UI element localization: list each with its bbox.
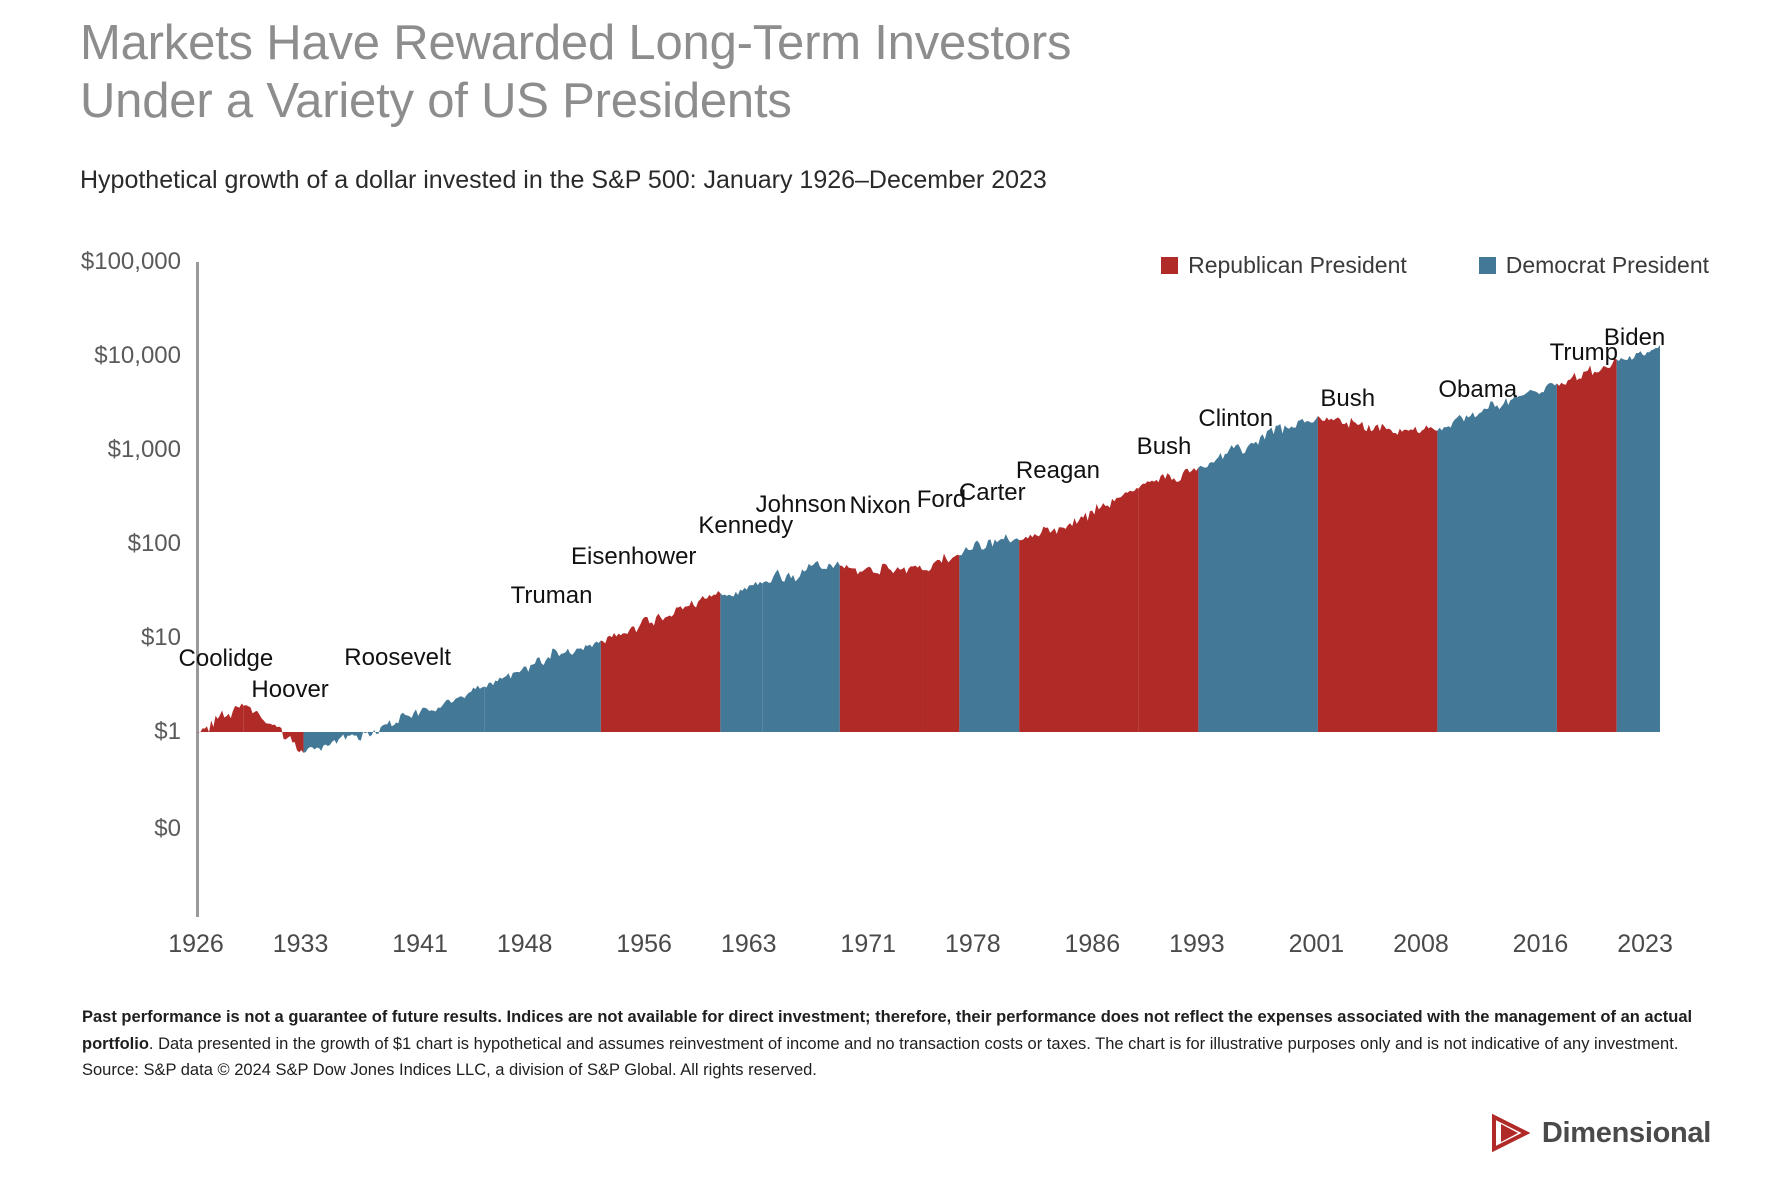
term-area-ford-8: [922, 553, 960, 732]
legend-item-republican: Republican President: [1161, 252, 1407, 279]
x-tick-label: 2001: [1288, 930, 1345, 958]
term-area-roosevelt-2: [303, 685, 485, 753]
term-area-truman-3: [484, 640, 601, 732]
page-title: Markets Have Rewarded Long-Term Investor…: [80, 16, 1072, 129]
x-tick-label: 1941: [392, 930, 448, 958]
disclosure-footnote: Past performance is not a guarantee of f…: [82, 1004, 1706, 1084]
x-tick-label: 2016: [1512, 930, 1569, 958]
y-axis-line: [196, 262, 199, 917]
president-label-biden-16: Biden: [1603, 324, 1666, 352]
president-label-truman-3: Truman: [510, 581, 593, 609]
president-label-bush-13: Bush: [1320, 384, 1376, 412]
y-tick-label: $100,000: [80, 248, 181, 275]
president-label-coolidge-0: Coolidge: [178, 645, 274, 673]
term-area-nixon-7: [839, 563, 923, 732]
x-tick-label: 1978: [945, 930, 1001, 958]
president-label-trump-15: Trump: [1549, 339, 1619, 367]
y-tick-label: $1,000: [107, 436, 181, 463]
legend-label-democrat: Democrat President: [1505, 252, 1709, 278]
president-label-roosevelt-2: Roosevelt: [344, 644, 452, 672]
republican-swatch: [1161, 257, 1179, 274]
term-area-bush-11: [1138, 467, 1199, 732]
page-subtitle: Hypothetical growth of a dollar invested…: [80, 166, 1047, 194]
legend-item-democrat: Democrat President: [1478, 252, 1709, 279]
x-tick-label: 1986: [1064, 930, 1121, 958]
president-label-reagan-10: Reagan: [1015, 457, 1100, 485]
x-tick-label: 1963: [720, 930, 777, 958]
president-label-hoover-1: Hoover: [251, 675, 329, 703]
legend-label-republican: Republican President: [1188, 252, 1407, 278]
term-area-coolidge-0: [196, 703, 244, 733]
chart-plot-area: [196, 262, 1660, 917]
term-area-eisenhower-4: [600, 590, 721, 732]
president-label-nixon-7: Nixon: [849, 492, 911, 520]
x-tick-label: 1956: [616, 930, 672, 958]
term-area-biden-16: [1616, 345, 1660, 732]
y-tick-label: $0: [154, 815, 181, 842]
president-label-eisenhower-4: Eisenhower: [571, 542, 697, 570]
term-area-reagan-10: [1019, 488, 1139, 732]
x-tick-label: 1971: [840, 930, 897, 958]
president-label-obama-14: Obama: [1438, 375, 1518, 403]
term-area-obama-14: [1437, 382, 1557, 732]
term-area-kennedy-5: [720, 581, 763, 732]
growth-of-dollar-area-chart: [196, 345, 1660, 753]
president-label-johnson-6: Johnson: [755, 490, 847, 518]
president-label-kennedy-5: Kennedy: [698, 512, 794, 540]
y-tick-label: $10,000: [94, 342, 181, 369]
term-area-trump-15: [1556, 358, 1617, 732]
president-label-ford-8: Ford: [916, 485, 967, 513]
term-area-hoover-1: [243, 705, 304, 753]
y-tick-label: $1: [154, 718, 181, 745]
x-tick-label: 1926: [168, 930, 224, 958]
dimensional-logo: Dimensional: [1490, 1113, 1711, 1153]
y-tick-label: $100: [127, 530, 181, 557]
x-tick-label: 1993: [1169, 930, 1225, 958]
democrat-swatch: [1478, 257, 1496, 274]
president-label-bush-11: Bush: [1136, 433, 1192, 461]
dimensional-triangle-icon: [1491, 1113, 1530, 1153]
term-area-johnson-6: [762, 560, 840, 732]
x-tick-label: 1933: [272, 930, 329, 958]
president-label-clinton-12: Clinton: [1198, 405, 1274, 433]
y-tick-label: $10: [140, 624, 181, 651]
footnote-bold: Past performance is not a guarantee of f…: [82, 1008, 1693, 1053]
footnote-rest: . Data presented in the growth of $1 cha…: [82, 1034, 1679, 1080]
chart-legend: Republican President Democrat President: [1161, 252, 1709, 279]
x-tick-label: 1948: [496, 930, 553, 958]
term-area-bush-13: [1317, 416, 1438, 732]
x-tick-label: 2023: [1617, 930, 1673, 958]
term-area-clinton-12: [1198, 416, 1318, 732]
term-area-carter-9: [959, 534, 1020, 732]
dimensional-logo-text: Dimensional: [1541, 1116, 1711, 1149]
x-tick-label: 2008: [1393, 930, 1449, 958]
president-label-carter-9: Carter: [958, 479, 1026, 507]
